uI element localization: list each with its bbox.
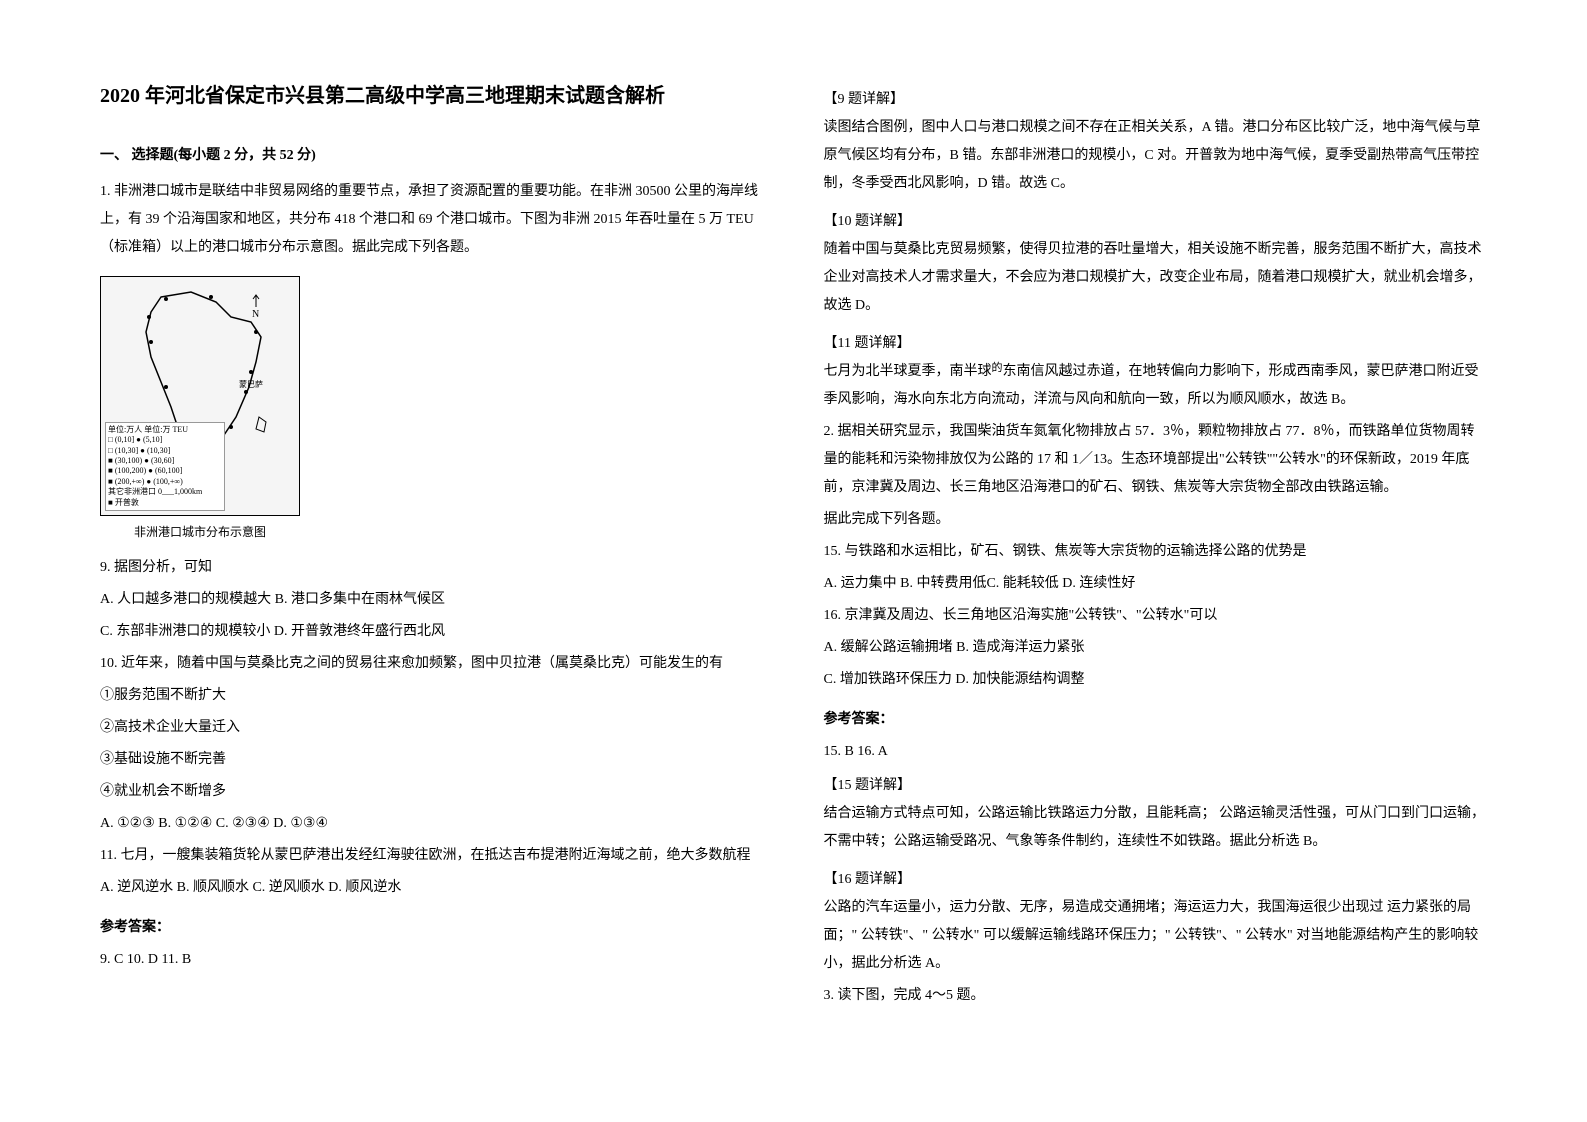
q2-intro: 2. 据相关研究显示，我国柴油货车氮氧化物排放占 57．3％，颗粒物排放占 77… — [824, 418, 1488, 502]
legend-title: 单位:万人 单位:万 TEU — [108, 425, 222, 435]
q9-options-ab: A. 人口越多港口的规模越大 B. 港口多集中在雨林气候区 — [100, 586, 764, 614]
explain-11-sup: 的 — [992, 362, 1003, 374]
answer-row-1: 9. C 10. D 11. B — [100, 946, 764, 974]
legend-item-2: □ (10,30] ● (10,30] — [108, 446, 222, 456]
explain-9-body: 读图结合图例，图中人口与港口规模之间不存在正相关关系，A 错。港口分布区比较广泛… — [824, 114, 1488, 198]
q11: 11. 七月，一艘集装箱货轮从蒙巴萨港出发经红海驶往欧洲，在抵达吉布提港附近海域… — [100, 842, 764, 870]
q15: 15. 与铁路和水运相比，矿石、钢铁、焦炭等大宗货物的运输选择公路的优势是 — [824, 538, 1488, 566]
answer-row-2: 15. B 16. A — [824, 738, 1488, 766]
q10-item-3: ③基础设施不断完善 — [100, 746, 764, 774]
explain-10-header: 【10 题详解】 — [824, 208, 1488, 236]
left-column: 2020 年河北省保定市兴县第二高级中学高三地理期末试题含解析 一、 选择题(每… — [100, 80, 764, 1042]
map-container: 蒙巴萨 N 单位:万人 单位:万 TEU □ (0,10] ● (5,10] □… — [100, 276, 300, 516]
q10: 10. 近年来，随着中国与莫桑比克之间的贸易往来愈加频繁，图中贝拉港（属莫桑比克… — [100, 650, 764, 678]
legend-item-3: ■ (30,100) ● (30,60] — [108, 456, 222, 466]
q10-options: A. ①②③ B. ①②④ C. ②③④ D. ①③④ — [100, 810, 764, 838]
q9-options-cd: C. 东部非洲港口的规模较小 D. 开普敦港终年盛行西北风 — [100, 618, 764, 646]
explain-10-body: 随着中国与莫桑比克贸易频繁，使得贝拉港的吞吐量增大，相关设施不断完善，服务范围不… — [824, 236, 1488, 320]
answer-label-2: 参考答案： — [824, 706, 1488, 734]
explain-16-header: 【16 题详解】 — [824, 866, 1488, 894]
svg-text:N: N — [252, 309, 259, 320]
q16: 16. 京津冀及周边、长三角地区沿海实施"公转铁"、"公转水"可以 — [824, 602, 1488, 630]
legend-item-5: ■ (200,+∞) ● (100,+∞) — [108, 477, 222, 487]
q10-item-4: ④就业机会不断增多 — [100, 778, 764, 806]
explain-15-header: 【15 题详解】 — [824, 772, 1488, 800]
answer-label-1: 参考答案： — [100, 914, 764, 942]
explain-9-header: 【9 题详解】 — [824, 86, 1488, 114]
q16-options-ab: A. 缓解公路运输拥堵 B. 造成海洋运力紧张 — [824, 634, 1488, 662]
explain-11-body: 七月为北半球夏季，南半球的东南信风越过赤道，在地转偏向力影响下，形成西南季风，蒙… — [824, 358, 1488, 414]
q10-item-2: ②高技术企业大量迁入 — [100, 714, 764, 742]
q16-options-cd: C. 增加铁路环保压力 D. 加快能源结构调整 — [824, 666, 1488, 694]
legend-item-1: □ (0,10] ● (5,10] — [108, 435, 222, 445]
legend-item-4: ■ (100,200) ● (60,100] — [108, 466, 222, 476]
legend-scale: 其它非洲港口 0___1,000km — [108, 487, 222, 497]
q10-item-1: ①服务范围不断扩大 — [100, 682, 764, 710]
explain-11-part-a: 七月为北半球夏季，南半球 — [824, 364, 992, 379]
explain-11-header: 【11 题详解】 — [824, 330, 1488, 358]
right-column: 【9 题详解】 读图结合图例，图中人口与港口规模之间不存在正相关关系，A 错。港… — [824, 80, 1488, 1042]
section-1-header: 一、 选择题(每小题 2 分，共 52 分) — [100, 142, 764, 170]
legend-kptn: ■ 开普敦 — [108, 498, 222, 508]
explain-15-body: 结合运输方式特点可知，公路运输比铁路运力分散，且能耗高； 公路运输灵活性强，可从… — [824, 800, 1488, 856]
document-title: 2020 年河北省保定市兴县第二高级中学高三地理期末试题含解析 — [100, 80, 764, 112]
q1-intro: 1. 非洲港口城市是联结中非贸易网络的重要节点，承担了资源配置的重要功能。在非洲… — [100, 178, 764, 262]
map-legend: 单位:万人 单位:万 TEU □ (0,10] ● (5,10] □ (10,3… — [105, 422, 225, 511]
figure-caption: 非洲港口城市分布示意图 — [100, 520, 300, 544]
q2-stem: 据此完成下列各题。 — [824, 506, 1488, 534]
q9: 9. 据图分析，可知 — [100, 554, 764, 582]
explain-16-body: 公路的汽车运量小，运力分散、无序，易造成交通拥堵；海运运力大，我国海运很少出现过… — [824, 894, 1488, 978]
q3: 3. 读下图，完成 4～5 题。 — [824, 982, 1488, 1010]
africa-map-figure: 蒙巴萨 N 单位:万人 单位:万 TEU □ (0,10] ● (5,10] □… — [100, 276, 764, 544]
q15-options: A. 运力集中 B. 中转费用低C. 能耗较低 D. 连续性好 — [824, 570, 1488, 598]
q11-options: A. 逆风逆水 B. 顺风顺水 C. 逆风顺水 D. 顺风逆水 — [100, 874, 764, 902]
svg-text:蒙巴萨: 蒙巴萨 — [239, 379, 263, 389]
